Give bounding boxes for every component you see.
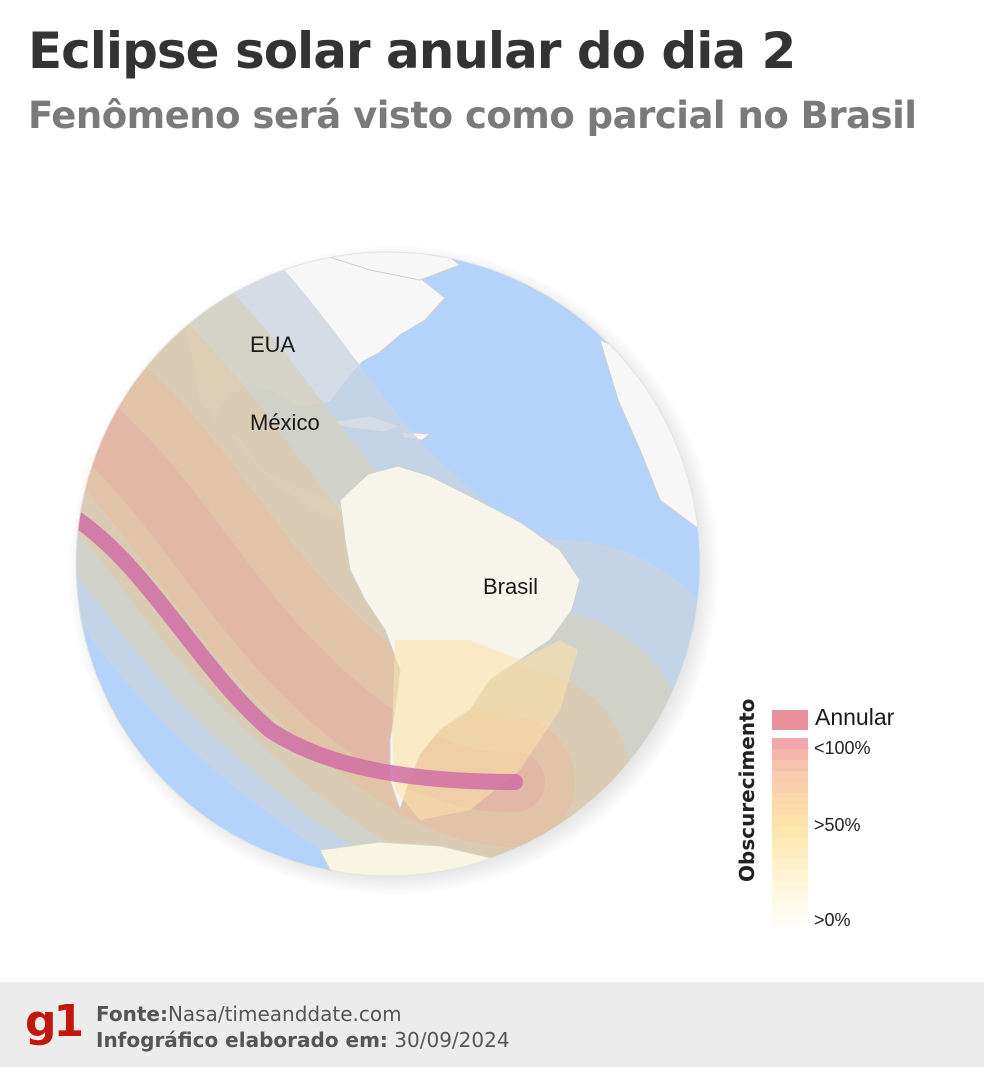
g1-logo: g1 xyxy=(25,996,84,1047)
label-usa: EUA xyxy=(250,332,296,357)
legend-annular-swatch xyxy=(772,710,808,730)
legend-ramp-step xyxy=(772,749,808,760)
annular-path xyxy=(76,512,523,790)
legend-tick-top: <100% xyxy=(814,738,871,758)
footer-date-label: Infográfico elaborado em: xyxy=(96,1028,388,1052)
footer: g1 Fonte:Nasa/timeanddate.com Infográfic… xyxy=(0,982,984,1067)
legend-ramp-step xyxy=(772,837,808,848)
legend-ramp-step xyxy=(772,738,808,749)
legend-tick-mid: >50% xyxy=(814,815,861,835)
legend-ramp-step xyxy=(772,914,808,925)
legend-ramp-step xyxy=(772,892,808,903)
legend-ramp-step xyxy=(772,848,808,859)
legend-ramp-step xyxy=(772,859,808,870)
globe-map: EUA México Brasil xyxy=(0,170,984,960)
legend-ramp-step xyxy=(772,782,808,793)
legend: Obscurecimento Annular <100% >50% >0% xyxy=(730,698,960,940)
page-subtitle: Fenômeno será visto como parcial no Bras… xyxy=(28,94,917,137)
legend-annular-label: Annular xyxy=(815,704,895,730)
legend-ramp-step xyxy=(772,815,808,826)
legend-ramp-step xyxy=(772,771,808,782)
legend-ramp-step xyxy=(772,804,808,815)
legend-ramp-step xyxy=(772,793,808,804)
footer-source-label: Fonte: xyxy=(96,1002,168,1026)
label-mexico: México xyxy=(250,410,320,435)
legend-ramp-step xyxy=(772,760,808,771)
legend-ramp-step xyxy=(772,826,808,837)
globe-outline xyxy=(75,251,701,877)
footer-source: Fonte:Nasa/timeanddate.com xyxy=(96,1002,402,1026)
legend-tick-bottom: >0% xyxy=(814,910,851,930)
footer-source-value: Nasa/timeanddate.com xyxy=(167,1002,402,1026)
legend-ramp-step xyxy=(772,870,808,881)
globe-svg xyxy=(68,244,720,896)
legend-ramp-step xyxy=(772,881,808,892)
label-brazil: Brasil xyxy=(483,574,539,599)
legend-color-ramp xyxy=(772,738,808,926)
footer-date-value: 30/09/2024 xyxy=(394,1028,510,1052)
footer-date: Infográfico elaborado em: 30/09/2024 xyxy=(96,1028,510,1052)
legend-axis-title: Obscurecimento xyxy=(735,698,759,882)
legend-ramp-step xyxy=(772,903,808,914)
page-title: Eclipse solar anular do dia 2 xyxy=(28,22,796,80)
greenland-landmass xyxy=(318,252,462,281)
